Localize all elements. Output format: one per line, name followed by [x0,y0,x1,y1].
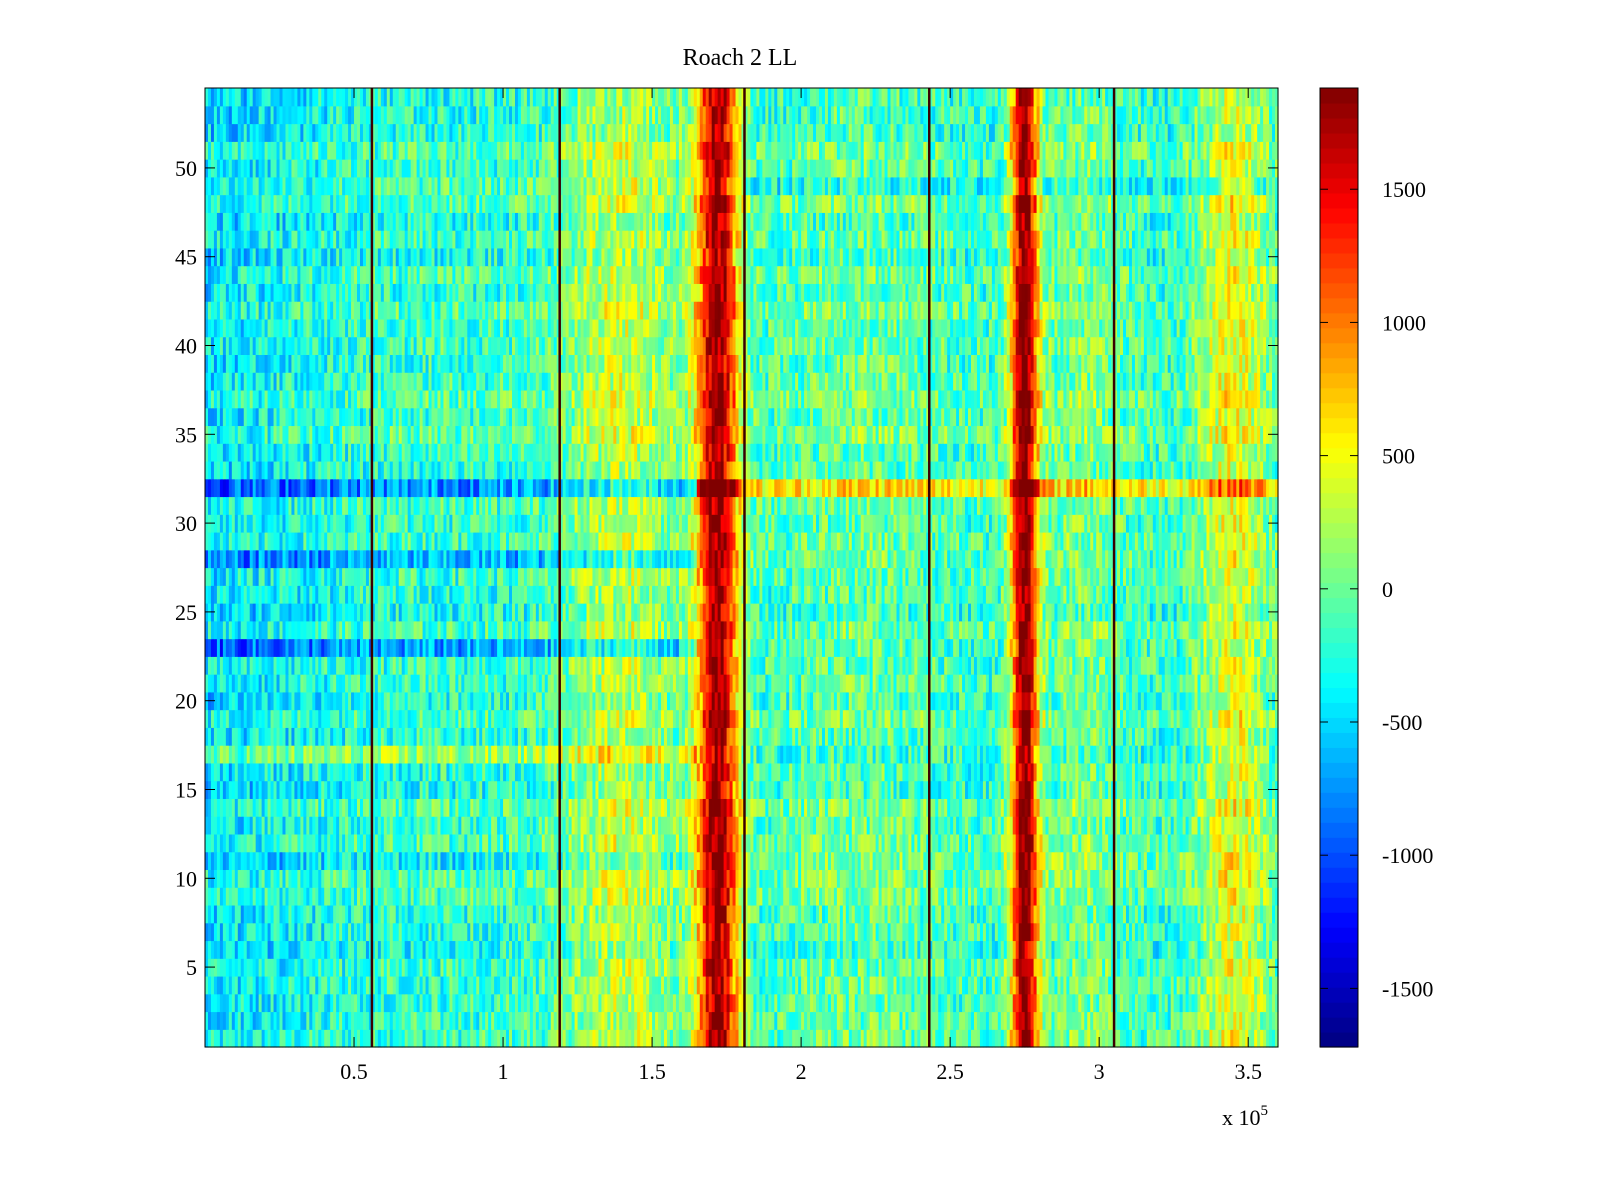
heatmap-cells [205,88,1279,1048]
chart-title: Roach 2 LL [683,45,798,71]
